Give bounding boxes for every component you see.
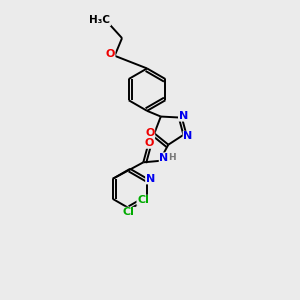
Text: O: O [106, 49, 115, 59]
Text: Cl: Cl [123, 207, 134, 218]
Text: O: O [145, 128, 154, 138]
Text: N: N [178, 111, 188, 121]
Text: N: N [146, 174, 155, 184]
Text: N: N [183, 131, 193, 141]
Text: O: O [145, 138, 154, 148]
Text: H: H [168, 153, 176, 162]
Text: H₃C: H₃C [89, 15, 110, 26]
Text: N: N [159, 153, 169, 163]
Text: Cl: Cl [137, 195, 149, 205]
